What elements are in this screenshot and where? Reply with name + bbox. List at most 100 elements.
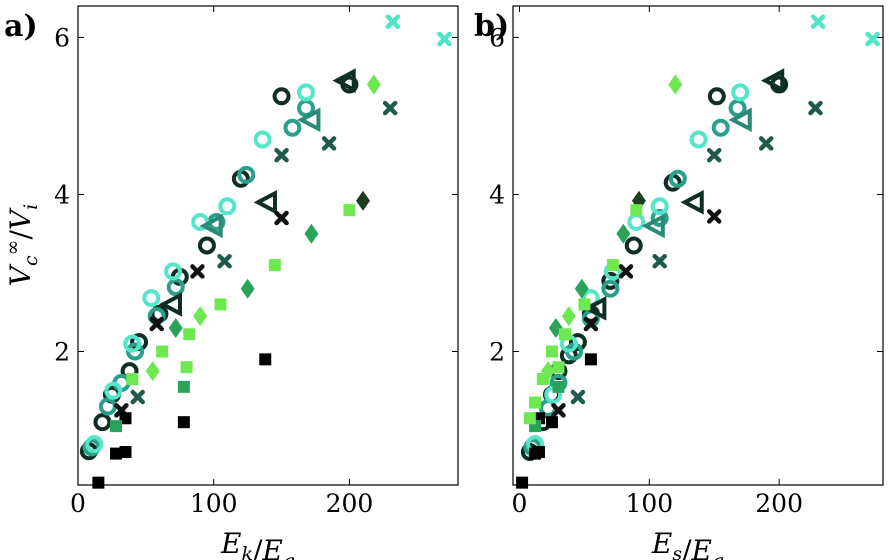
cross-point (706, 147, 722, 163)
cross-point (321, 136, 337, 151)
square-point (126, 372, 139, 385)
panel-a: 0 100 200 2 4 6 a) Ek/Eg Vc∞/Vi (2, 5, 459, 560)
square-point (156, 345, 169, 358)
triangle-left-point (641, 213, 665, 239)
cross-point (583, 316, 599, 332)
circle-point (123, 334, 142, 353)
circle-point (283, 118, 302, 137)
circle-point (568, 333, 587, 352)
y-tick-label: 4 (489, 180, 505, 209)
triangle-left-point (332, 68, 356, 93)
panel-label: a) (4, 9, 38, 44)
square-point (119, 446, 132, 459)
square-point (516, 476, 529, 489)
circle-point (650, 209, 669, 228)
circle-point (85, 435, 104, 454)
circle-point (197, 236, 216, 255)
circle-point (624, 236, 643, 255)
cross-point (706, 209, 722, 224)
panel-label: b) (474, 9, 509, 44)
cross-point (652, 253, 667, 269)
panel-b: 0 100 200 2 4 6b) Es/Eg (474, 5, 884, 560)
x-tick-label: 0 (70, 489, 86, 518)
diamond-point (304, 223, 319, 244)
cross-point (274, 210, 289, 226)
circle-point (166, 278, 185, 297)
cross-point (808, 100, 823, 116)
circle-point (164, 262, 182, 281)
square-point (558, 328, 571, 341)
square-point (110, 447, 122, 460)
diamond-point (574, 278, 589, 299)
x-axis-label: Ek/Eg (220, 527, 295, 560)
square-point (119, 412, 132, 425)
y-axis-label: Vc∞/Vi (2, 204, 42, 286)
circle-point (218, 197, 237, 216)
triangle-left-point (583, 295, 607, 321)
circle-point (650, 197, 669, 216)
x-tick-label: 100 (190, 489, 238, 518)
cross-point (810, 14, 826, 29)
axes-frame (77, 5, 459, 486)
square-point (92, 476, 105, 489)
diamond-point (240, 278, 255, 299)
x-tick-label: 200 (755, 489, 803, 518)
square-point (606, 259, 619, 272)
y-tick-label: 2 (489, 338, 505, 367)
cross-point (149, 316, 164, 332)
diamond-point (356, 190, 370, 211)
axes-frame (512, 5, 884, 486)
square-point (552, 361, 565, 374)
cross-point (217, 253, 232, 269)
square-point (529, 396, 542, 409)
square-point (343, 204, 356, 217)
square-point (180, 361, 193, 374)
cross-point (570, 389, 586, 405)
circle-point (297, 83, 315, 102)
square-point (552, 380, 565, 393)
circle-point (707, 87, 726, 106)
square-point (268, 259, 281, 272)
triangle-left-point (297, 107, 321, 133)
diamond-point (145, 361, 160, 382)
diamond-point (561, 306, 576, 327)
triangle-left-point (199, 213, 223, 239)
square-point (523, 412, 536, 425)
circle-point (104, 381, 123, 400)
circle-point (272, 87, 291, 106)
circle-point (253, 130, 272, 149)
cross-point (551, 403, 566, 418)
circle-point (93, 413, 112, 432)
diamond-point (366, 74, 381, 95)
diamond-point (193, 306, 208, 327)
square-point (177, 380, 190, 393)
y-tick-label: 2 (54, 338, 70, 367)
y-tick-label: 4 (54, 180, 70, 209)
square-point (110, 420, 122, 433)
x-axis-label: Es/Eg (651, 527, 724, 560)
triangle-left-point (728, 107, 752, 133)
cross-point (130, 389, 145, 405)
square-point (177, 416, 190, 429)
circle-point (601, 279, 620, 298)
circle-point (237, 165, 256, 184)
square-point (578, 298, 591, 311)
diamond-point (168, 317, 183, 338)
x-tick-label: 200 (326, 489, 374, 518)
triangle-left-point (760, 68, 785, 93)
circle-point (627, 212, 646, 231)
cross-point (437, 31, 452, 47)
x-tick-label: 100 (625, 489, 673, 518)
square-point (259, 353, 272, 366)
cross-point (274, 147, 289, 163)
circle-point (731, 83, 750, 102)
circle-point (668, 169, 687, 188)
circle-point (601, 271, 620, 290)
circle-point (689, 130, 708, 149)
y-tick-label: 6 (54, 23, 70, 52)
square-point (214, 298, 227, 311)
y-tick-label: 6 (489, 23, 505, 52)
cross-point (618, 264, 634, 279)
square-point (545, 416, 558, 429)
